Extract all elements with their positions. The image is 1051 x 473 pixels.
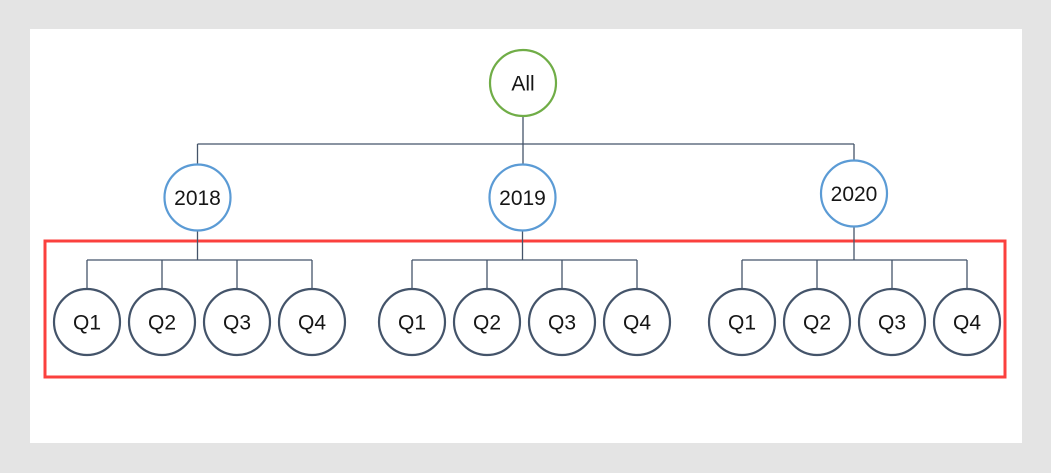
node-2020-q4-circle (932, 287, 1002, 357)
node-2018-q1-circle (52, 287, 122, 357)
node-2020-q2-label: Q2 (803, 312, 831, 335)
node-2018-circle (163, 163, 232, 232)
node-2018-q4-label: Q4 (298, 312, 326, 335)
node-root-label: All (511, 73, 534, 96)
highlight-rectangle (43, 239, 1007, 379)
node-2020-label: 2020 (831, 183, 878, 206)
node-2019-q3-circle (527, 287, 597, 357)
node-2019-q1-circle (377, 287, 447, 357)
connector-lines (86, 116, 968, 289)
node-2018-q3-label: Q3 (223, 312, 251, 335)
node-2018-q1-label: Q1 (73, 312, 101, 335)
node-2020-q2-circle (782, 287, 852, 357)
node-root-circle (488, 48, 558, 118)
node-2019-q1-label: Q1 (398, 312, 426, 335)
node-2018-q3-circle (202, 287, 272, 357)
node-2019-q4-circle (602, 287, 672, 357)
quarter-nodes: Q1 Q2 Q3 Q4 Q1 Q2 Q3 Q4 Q1 (52, 287, 1002, 357)
node-2019-q2-circle (452, 287, 522, 357)
slide-canvas: All 2018 2019 2020 Q1 Q2 Q3 (30, 29, 1022, 443)
node-2020-q4-label: Q4 (953, 312, 981, 335)
node-2020-q3-label: Q3 (878, 312, 906, 335)
node-2018-q2-circle (127, 287, 197, 357)
year-nodes: 2018 2019 2020 (163, 159, 889, 232)
node-2020-circle (819, 159, 889, 228)
node-2018-label: 2018 (174, 187, 221, 210)
node-root-group: All (488, 48, 558, 118)
node-2020-q3-circle (857, 287, 927, 357)
node-2018-q2-label: Q2 (148, 312, 176, 335)
node-2019-q3-label: Q3 (548, 312, 576, 335)
node-2019-q2-label: Q2 (473, 312, 501, 335)
node-2020-q1-label: Q1 (728, 312, 756, 335)
node-2020-q1-circle (707, 287, 777, 357)
hierarchy-diagram: All 2018 2019 2020 Q1 Q2 Q3 (43, 48, 1007, 379)
node-2019-circle (488, 163, 557, 232)
node-2019-q4-label: Q4 (623, 312, 651, 335)
node-2018-q4-circle (277, 287, 347, 357)
node-2019-label: 2019 (499, 187, 546, 210)
